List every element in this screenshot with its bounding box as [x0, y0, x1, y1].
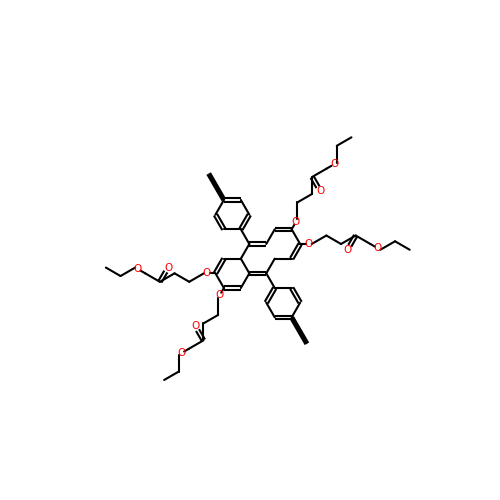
Text: O: O: [316, 186, 324, 196]
Text: O: O: [203, 268, 211, 278]
Text: O: O: [330, 160, 338, 170]
Text: O: O: [216, 290, 224, 300]
Text: O: O: [191, 321, 200, 331]
Text: O: O: [134, 264, 142, 274]
Text: O: O: [292, 217, 300, 227]
Text: O: O: [344, 245, 351, 255]
Text: O: O: [178, 348, 186, 358]
Text: O: O: [164, 262, 172, 272]
Text: O: O: [304, 239, 312, 249]
Text: O: O: [374, 243, 382, 253]
